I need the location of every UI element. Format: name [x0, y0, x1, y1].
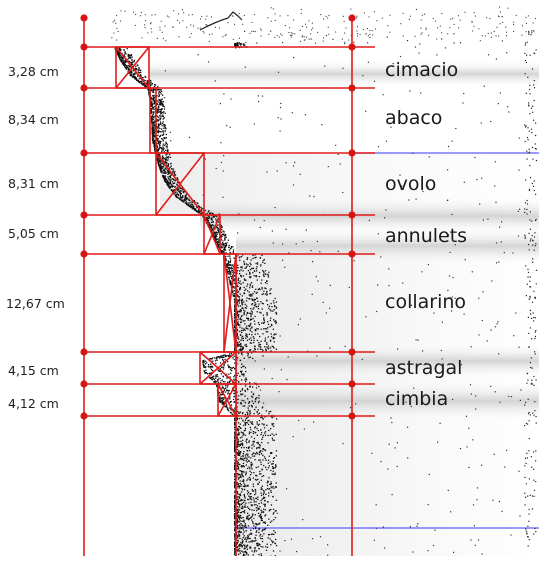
label-annulets: annulets	[385, 225, 467, 247]
measure-collarino: 12,67 cm	[6, 296, 65, 311]
measure-ovolo: 8,31 cm	[8, 176, 59, 191]
label-abaco: abaco	[385, 107, 442, 129]
label-collarino: collarino	[385, 291, 466, 313]
label-cimacio: cimacio	[385, 59, 458, 81]
label-astragal: astragal	[385, 357, 462, 379]
measure-astragal: 4,15 cm	[8, 363, 59, 378]
label-cimbia: cimbia	[385, 388, 448, 410]
measure-abaco: 8,34 cm	[8, 112, 59, 127]
label-bands	[150, 60, 539, 422]
measure-annulets: 5,05 cm	[8, 226, 59, 241]
measure-cimacio: 3,28 cm	[8, 64, 59, 79]
measure-cimbia: 4,12 cm	[8, 396, 59, 411]
part-labels: cimacio abaco ovolo annulets collarino a…	[385, 59, 467, 410]
label-ovolo: ovolo	[385, 173, 436, 195]
measurement-labels: 3,28 cm 8,34 cm 8,31 cm 5,05 cm 12,67 cm…	[6, 64, 65, 411]
